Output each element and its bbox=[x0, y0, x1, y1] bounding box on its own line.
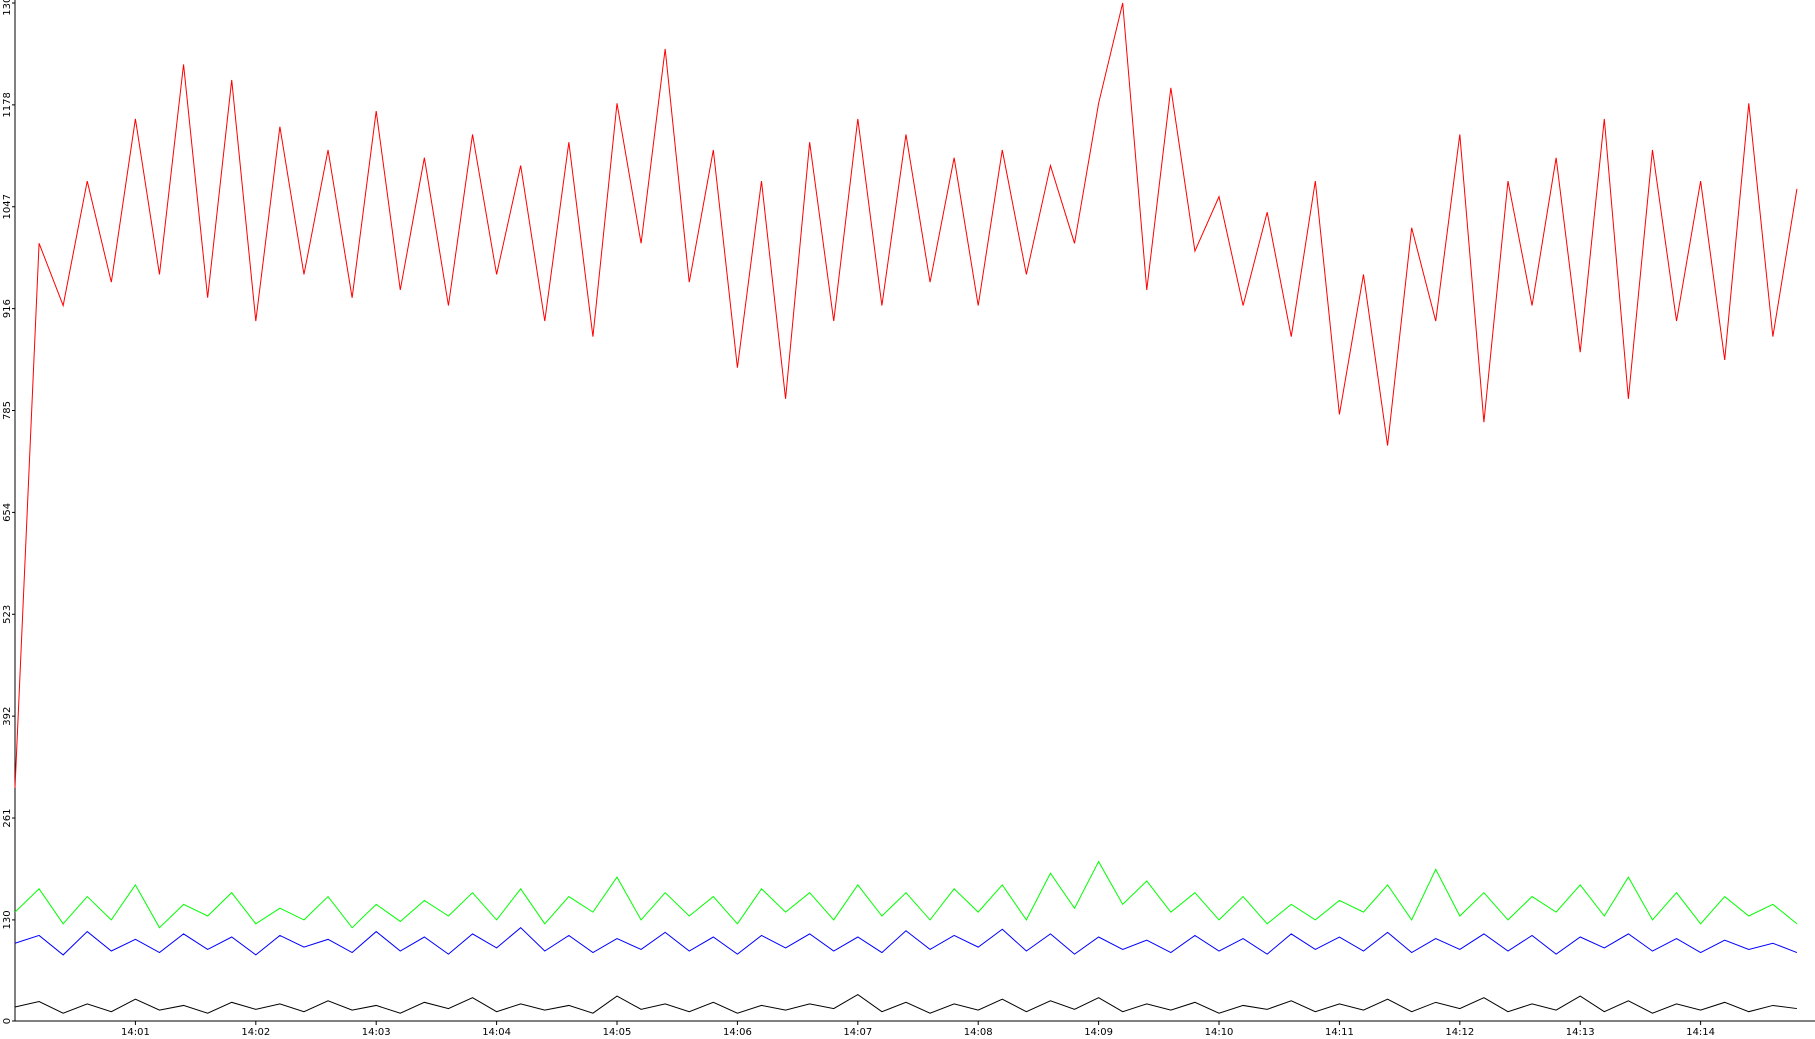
x-tick-label: 14:04 bbox=[482, 1027, 511, 1038]
y-tick-label: 1178 bbox=[2, 92, 13, 117]
series-line bbox=[14, 993, 1798, 1014]
y-tick-label: 1047 bbox=[2, 194, 13, 219]
y-tick-label: 261 bbox=[2, 808, 13, 827]
x-tick-label: 14:10 bbox=[1205, 1027, 1234, 1038]
y-tick-label: 523 bbox=[2, 605, 13, 624]
series-line bbox=[14, 860, 1798, 929]
y-tick-label: 130 bbox=[2, 910, 13, 929]
series-line bbox=[14, 927, 1798, 956]
x-tick-label: 14:08 bbox=[964, 1027, 993, 1038]
x-tick-label: 14:14 bbox=[1686, 1027, 1715, 1038]
y-tick-label: 785 bbox=[2, 401, 13, 420]
x-tick-label: 14:01 bbox=[121, 1027, 150, 1038]
y-tick-label: 1309 bbox=[2, 0, 13, 16]
y-tick-label: 0 bbox=[2, 1018, 13, 1024]
x-tick-label: 14:12 bbox=[1445, 1027, 1474, 1038]
series-line bbox=[14, 2, 1798, 788]
x-tick-label: 14:05 bbox=[603, 1027, 632, 1038]
x-tick-label: 14:07 bbox=[843, 1027, 872, 1038]
y-tick-label: 654 bbox=[2, 503, 13, 522]
x-tick-label: 14:13 bbox=[1566, 1027, 1595, 1038]
x-tick-label: 14:03 bbox=[362, 1027, 391, 1038]
x-tick-label: 14:06 bbox=[723, 1027, 752, 1038]
x-tick-label: 14:02 bbox=[241, 1027, 270, 1038]
x-tick-label: 14:11 bbox=[1325, 1027, 1354, 1038]
y-tick-label: 916 bbox=[2, 299, 13, 318]
y-tick-label: 392 bbox=[2, 707, 13, 726]
x-tick-label: 14:09 bbox=[1084, 1027, 1113, 1038]
